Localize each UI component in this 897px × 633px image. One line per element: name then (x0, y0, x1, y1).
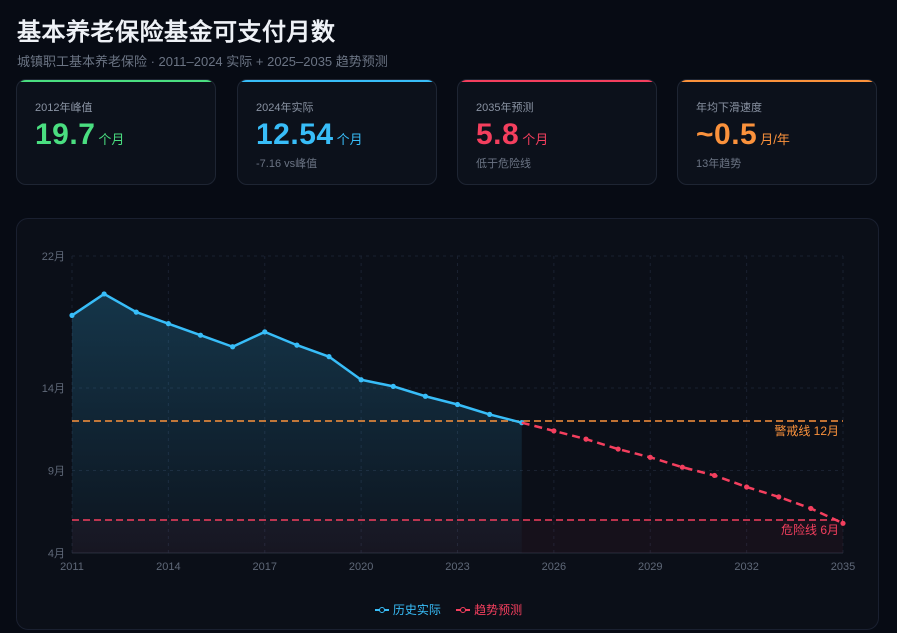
x-tick-label: 2035 (831, 561, 855, 573)
card-accent-bar (238, 80, 436, 82)
forecast-point (679, 464, 685, 470)
forecast-point (776, 494, 782, 500)
history-point (326, 354, 332, 360)
history-point (197, 332, 204, 338)
x-tick-label: 2029 (638, 561, 662, 573)
stat-card-2024: 2024年实际 12.54 个月 -7.16 vs峰值 (237, 79, 437, 185)
card-accent-bar (458, 80, 656, 82)
card-note: -7.16 vs峰值 (256, 158, 318, 170)
forecast-point (808, 505, 814, 512)
x-tick-label: 2026 (542, 561, 566, 573)
forecast-point (647, 454, 653, 460)
card-note: 13年趋势 (696, 158, 742, 170)
history-point (262, 329, 268, 335)
history-point (133, 309, 139, 315)
legend-item-forecast[interactable]: 趋势预测 (456, 601, 522, 618)
chart-legend: 历史实际 趋势预测 (0, 601, 897, 618)
history-point (69, 312, 75, 318)
card-label: 年均下滑速度 (696, 102, 762, 114)
x-tick-label: 2014 (156, 561, 180, 573)
card-accent-bar (17, 80, 215, 82)
x-tick-label: 2017 (253, 561, 277, 573)
warning-line-label: 警戒线 12月 (774, 423, 839, 438)
card-value: 19.7 (35, 118, 96, 151)
history-point (390, 383, 396, 389)
card-label: 2035年预测 (476, 102, 534, 114)
history-point (230, 344, 236, 350)
legend-marker (374, 606, 389, 614)
card-label: 2012年峰值 (35, 102, 93, 114)
legend-marker (456, 606, 471, 614)
x-tick-label: 2032 (734, 561, 758, 573)
card-unit: 月/年 (760, 132, 790, 147)
card-unit: 个月 (522, 132, 549, 147)
history-point (165, 321, 171, 327)
forecast-point (711, 472, 718, 479)
history-point (294, 342, 300, 348)
card-accent-bar (678, 80, 876, 82)
y-tick-label: 14月 (42, 383, 65, 395)
history-point (358, 377, 364, 383)
history-area (72, 293, 522, 553)
history-point (422, 393, 428, 399)
x-tick-label: 2011 (60, 561, 84, 573)
x-tick-label: 2020 (349, 561, 373, 573)
card-value: 5.8 (476, 118, 520, 151)
danger-line-label: 危险线 6月 (781, 522, 839, 537)
history-point (487, 411, 493, 417)
forecast-point (840, 520, 846, 526)
y-tick-label: 9月 (48, 466, 65, 478)
forecast-point (615, 446, 621, 452)
card-label: 2024年实际 (256, 102, 314, 114)
legend-item-history[interactable]: 历史实际 (374, 601, 441, 618)
legend-label: 历史实际 (392, 603, 441, 617)
card-unit: 个月 (336, 132, 363, 147)
stat-card-2035: 2035年预测 5.8 个月 低于危险线 (457, 79, 657, 185)
forecast-point (551, 428, 557, 434)
forecast-point (744, 484, 750, 490)
page-title: 基本养老保险基金可支付月数 (17, 19, 336, 46)
forecast-point (583, 436, 589, 442)
history-point (454, 401, 461, 408)
card-unit: 个月 (98, 132, 125, 147)
stat-card-peak: 2012年峰值 19.7 个月 (16, 79, 216, 185)
page-subtitle: 城镇职工基本养老保险 · 2011–2024 实际 + 2025–2035 趋势… (17, 54, 388, 69)
card-value: ~0.5 (696, 118, 758, 151)
x-tick-label: 2023 (445, 561, 469, 573)
y-tick-label: 22月 (42, 251, 65, 263)
card-note: 低于危险线 (476, 158, 531, 170)
y-tick-label: 4月 (48, 548, 65, 560)
history-point (101, 291, 107, 297)
forecast-line (521, 421, 844, 525)
card-value: 12.54 (256, 118, 334, 151)
stat-card-decline-rate: 年均下滑速度 ~0.5 月/年 13年趋势 (677, 79, 877, 185)
legend-label: 趋势预测 (474, 603, 523, 617)
